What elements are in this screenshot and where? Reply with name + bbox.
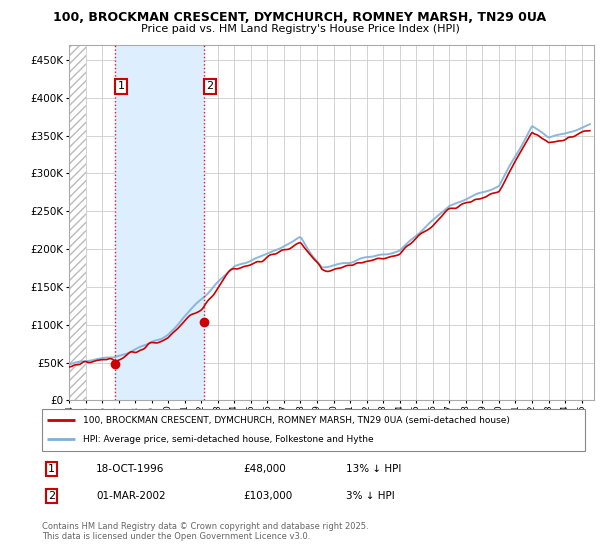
Text: 2: 2 (48, 492, 55, 501)
Text: HPI: Average price, semi-detached house, Folkestone and Hythe: HPI: Average price, semi-detached house,… (83, 435, 373, 444)
Text: 18-OCT-1996: 18-OCT-1996 (97, 464, 164, 474)
FancyBboxPatch shape (42, 409, 585, 451)
Text: 3% ↓ HPI: 3% ↓ HPI (346, 492, 395, 501)
Bar (115, 45, 204, 400)
Text: 1: 1 (118, 81, 125, 91)
Text: 100, BROCKMAN CRESCENT, DYMCHURCH, ROMNEY MARSH, TN29 0UA: 100, BROCKMAN CRESCENT, DYMCHURCH, ROMNE… (53, 11, 547, 24)
Text: £48,000: £48,000 (243, 464, 286, 474)
Text: £103,000: £103,000 (243, 492, 292, 501)
Text: 2: 2 (206, 81, 214, 91)
Text: 13% ↓ HPI: 13% ↓ HPI (346, 464, 401, 474)
Text: 1: 1 (48, 464, 55, 474)
Text: 01-MAR-2002: 01-MAR-2002 (97, 492, 166, 501)
Text: Price paid vs. HM Land Registry's House Price Index (HPI): Price paid vs. HM Land Registry's House … (140, 24, 460, 34)
Text: Contains HM Land Registry data © Crown copyright and database right 2025.
This d: Contains HM Land Registry data © Crown c… (42, 522, 368, 542)
Text: 100, BROCKMAN CRESCENT, DYMCHURCH, ROMNEY MARSH, TN29 0UA (semi-detached house): 100, BROCKMAN CRESCENT, DYMCHURCH, ROMNE… (83, 416, 509, 424)
